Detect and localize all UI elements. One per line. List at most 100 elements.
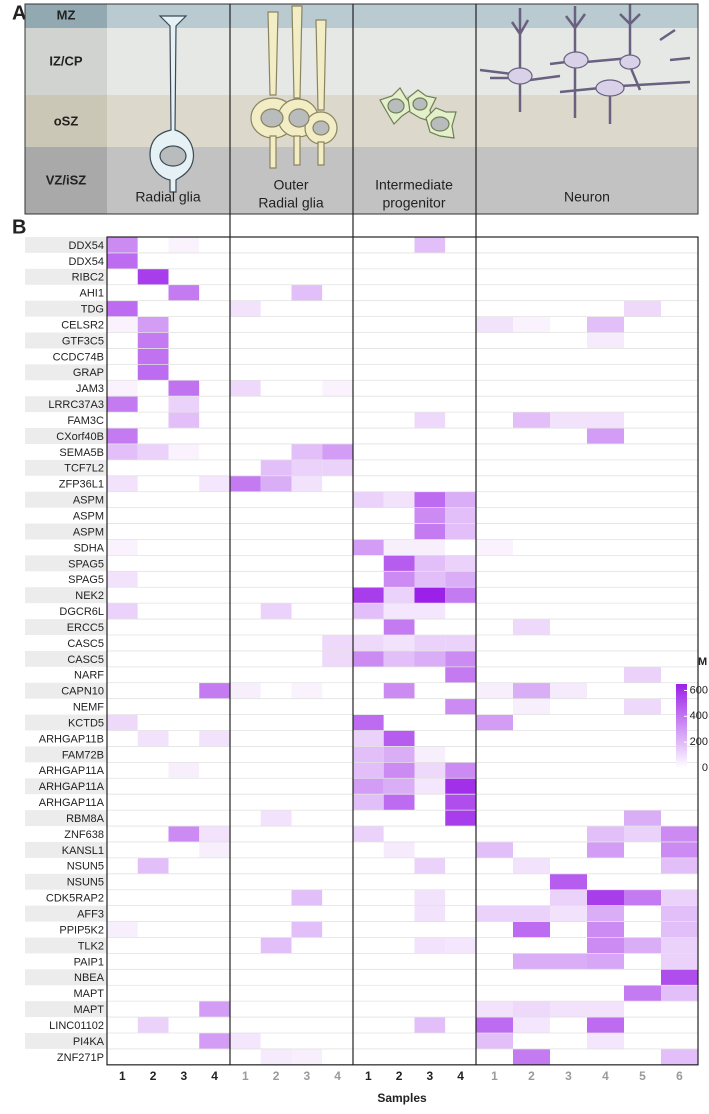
- heatmap-cell: [168, 316, 200, 333]
- row-label: MAPT: [73, 988, 104, 1000]
- heatmap-cell: [260, 396, 292, 413]
- heatmap-cell: [476, 826, 513, 842]
- heatmap-cell: [550, 857, 587, 874]
- heatmap-cell: [624, 412, 661, 429]
- heatmap-cell: [260, 252, 292, 269]
- heatmap-cell: [230, 603, 261, 620]
- heatmap-cell: [230, 905, 261, 922]
- heatmap-cell: [550, 555, 587, 572]
- heatmap-cell: [199, 364, 230, 381]
- heatmap-cell: [230, 778, 261, 795]
- heatmap-cell: [661, 475, 698, 492]
- heatmap-cell: [168, 650, 200, 667]
- heatmap-cell: [513, 873, 550, 890]
- heatmap-cell: [624, 857, 661, 874]
- heatmap-cell: [587, 428, 624, 444]
- heatmap-cell: [230, 921, 261, 938]
- heatmap-cell: [476, 746, 513, 763]
- heatmap-cell: [587, 619, 624, 635]
- heatmap-cell: [230, 523, 261, 540]
- heatmap-cell: [414, 969, 446, 986]
- heatmap-cell: [291, 412, 323, 429]
- heatmap-cell: [137, 364, 169, 381]
- heatmap-cell: [383, 762, 415, 779]
- heatmap-cell: [383, 523, 415, 540]
- heatmap-cell: [107, 348, 138, 365]
- heatmap-cell: [199, 937, 230, 954]
- row-label: GRAP: [73, 367, 104, 379]
- heatmap-cell: [624, 698, 661, 715]
- heatmap-cell: [445, 316, 476, 333]
- heatmap-cell: [230, 443, 261, 460]
- heatmap-cell: [587, 810, 624, 827]
- row-label: JAM3: [76, 383, 104, 395]
- heatmap-cell: [230, 316, 261, 333]
- heatmap-cell: [137, 778, 169, 795]
- heatmap-cell: [168, 889, 200, 906]
- heatmap-cell: [230, 475, 261, 492]
- heatmap-cell: [445, 475, 476, 492]
- heatmap-cell: [322, 1017, 353, 1033]
- heatmap-cell: [550, 364, 587, 381]
- heatmap-cell: [137, 443, 169, 460]
- heatmap-cell: [168, 857, 200, 874]
- heatmap-cell: [587, 443, 624, 460]
- heatmap-cell: [383, 428, 415, 444]
- heatmap-cell: [550, 412, 587, 429]
- row-label: ASPM: [73, 511, 104, 523]
- heatmap-cell: [107, 666, 138, 683]
- heatmap-cell: [353, 810, 384, 827]
- heatmap-cell: [624, 762, 661, 779]
- heatmap-cell: [168, 523, 200, 540]
- heatmap-cell: [476, 921, 513, 938]
- heatmap-cell: [291, 650, 323, 667]
- heatmap-cell: [476, 1017, 513, 1033]
- heatmap-cell: [661, 857, 698, 874]
- heatmap-cell: [414, 889, 446, 906]
- heatmap-cell: [230, 841, 261, 858]
- heatmap-cell: [107, 475, 138, 492]
- heatmap-cell: [383, 364, 415, 381]
- heatmap-cell: [230, 857, 261, 874]
- heatmap-cell: [199, 714, 230, 731]
- heatmap-cell: [199, 380, 230, 397]
- heatmap-cell: [291, 937, 323, 954]
- heatmap-cell: [550, 937, 587, 954]
- heatmap-cell: [199, 284, 230, 301]
- heatmap-cell: [168, 380, 200, 397]
- heatmap-cell: [587, 698, 624, 715]
- heatmap-cell: [550, 826, 587, 842]
- heatmap-cell: [230, 635, 261, 651]
- heatmap-cell: [107, 937, 138, 954]
- heatmap-cell: [550, 619, 587, 635]
- heatmap-cell: [513, 300, 550, 317]
- heatmap-cell: [624, 826, 661, 842]
- heatmap-cell: [661, 523, 698, 540]
- heatmap-cell: [445, 730, 476, 747]
- heatmap-cell: [199, 953, 230, 970]
- heatmap-cell: [291, 985, 323, 1002]
- heatmap-cell: [624, 348, 661, 365]
- heatmap-cell: [513, 237, 550, 253]
- row-label: CCDC74B: [53, 351, 104, 363]
- heatmap-cell: [661, 555, 698, 572]
- row-label-bg: [25, 300, 107, 317]
- heatmap-cell: [137, 284, 169, 301]
- heatmap-cell: [587, 826, 624, 842]
- heatmap-cell: [137, 714, 169, 731]
- heatmap-cell: [476, 730, 513, 747]
- heatmap-cell: [476, 841, 513, 858]
- row-label: ARHGAP11A: [39, 765, 105, 777]
- heatmap-cell: [322, 475, 353, 492]
- x-tick-label: 2: [528, 1069, 535, 1083]
- heatmap-cell: [168, 443, 200, 460]
- heatmap-cell: [353, 1033, 384, 1049]
- heatmap-cell: [550, 873, 587, 890]
- heatmap-cell: [445, 826, 476, 842]
- heatmap-cell: [260, 985, 292, 1002]
- x-tick-label: 1: [491, 1069, 498, 1083]
- heatmap-cell: [230, 1048, 261, 1065]
- heatmap-cell: [414, 905, 446, 922]
- zone-label-bg: [25, 95, 107, 147]
- heatmap-cell: [199, 603, 230, 620]
